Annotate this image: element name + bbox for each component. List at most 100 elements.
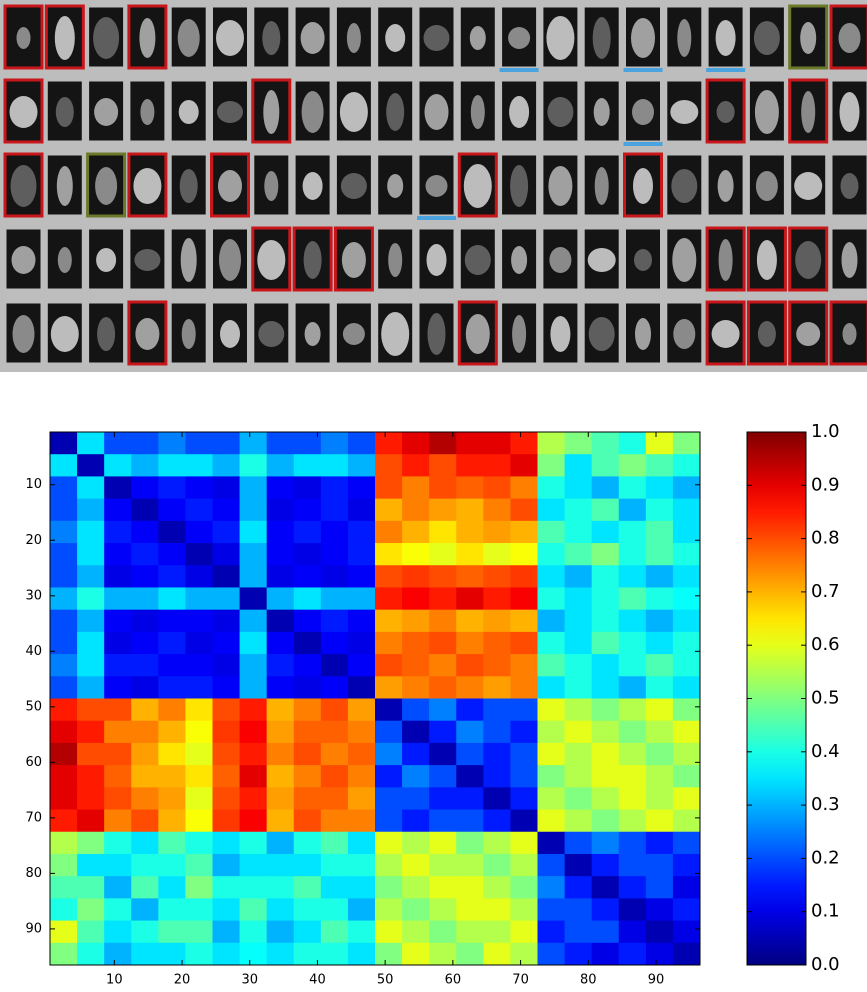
heatmap-cell <box>104 587 132 611</box>
heatmap-cell <box>510 742 538 766</box>
heatmap-cell <box>77 432 105 455</box>
heatmap-cell <box>239 853 268 877</box>
heatmap-cell <box>239 476 268 500</box>
heatmap-cell <box>375 742 403 766</box>
heatmap-cell <box>185 765 213 788</box>
heatmap-cell <box>456 720 484 744</box>
heatmap-cell <box>158 809 186 833</box>
heatmap-cell <box>510 831 538 855</box>
heatmap-cell <box>618 454 647 477</box>
thumbnail-object <box>177 19 200 57</box>
heatmap-cell <box>320 920 349 944</box>
heatmap-cell <box>483 454 511 477</box>
heatmap-cell <box>591 809 620 833</box>
colorbar-tick-label: 0.8 <box>811 528 840 549</box>
thumbnail-object <box>671 169 698 203</box>
heatmap-cell <box>564 654 593 677</box>
heatmap-cell <box>402 698 430 722</box>
heatmap-cell <box>375 765 403 788</box>
heatmap-cell <box>320 876 349 899</box>
heatmap-cell <box>212 853 240 877</box>
heatmap-cell <box>618 654 647 677</box>
heatmap-cell <box>239 898 268 921</box>
thumbnail-object <box>140 99 155 125</box>
thumbnail-object <box>12 315 35 353</box>
heatmap-cell <box>131 720 159 744</box>
heatmap-cell <box>456 609 484 633</box>
heatmap-cell <box>104 498 132 522</box>
heatmap-cell <box>131 454 159 477</box>
heatmap-cell <box>537 587 565 611</box>
heatmap-cell <box>510 609 538 633</box>
heatmap-cell <box>239 609 268 633</box>
heatmap-cell <box>131 654 159 677</box>
heatmap-cell <box>672 587 701 611</box>
thumbnail <box>292 300 333 366</box>
heatmap-cell <box>212 587 240 611</box>
heatmap-cell <box>293 587 322 611</box>
heatmap-cell <box>320 587 349 611</box>
heatmap-cell <box>402 831 430 855</box>
heatmap-cell <box>456 787 484 810</box>
heatmap-cell <box>456 654 484 677</box>
heatmap-cell <box>645 853 674 877</box>
thumbnail-object <box>717 170 734 202</box>
thumbnail <box>86 152 127 218</box>
heatmap-cell <box>645 809 674 833</box>
thumbnail-object <box>219 239 241 281</box>
heatmap-cell <box>456 454 484 477</box>
heatmap-cell <box>456 698 484 722</box>
heatmap-cell <box>50 720 78 744</box>
thumbnail-object <box>548 166 573 206</box>
heatmap-cell <box>672 787 701 810</box>
thumbnail-object <box>57 247 72 273</box>
heatmap-cell <box>672 609 701 633</box>
heatmap-cell <box>510 587 538 611</box>
heatmap-cell <box>483 476 511 500</box>
x-tick-label: 10 <box>106 973 123 988</box>
heatmap-cell <box>510 543 538 566</box>
heatmap-cell <box>212 654 240 677</box>
heatmap-cell <box>212 432 240 455</box>
heatmap-cell <box>537 742 565 766</box>
heatmap-cell <box>347 876 376 899</box>
heatmap-cell <box>564 454 593 477</box>
heatmap-cell <box>104 631 132 655</box>
heatmap-cell <box>131 432 159 455</box>
heatmap-cell <box>77 609 105 633</box>
heatmap-cell <box>510 565 538 588</box>
heatmap-cell <box>212 742 240 766</box>
heatmap-cell <box>347 565 376 588</box>
thumbnail-object <box>386 93 405 131</box>
heatmap-cell <box>212 809 240 833</box>
heatmap-cell <box>320 676 349 699</box>
heatmap-cell <box>672 631 701 655</box>
heatmap-cell <box>320 498 349 522</box>
heatmap-cell <box>104 809 132 833</box>
heatmap-cell <box>456 920 484 944</box>
heatmap-cell <box>104 520 132 544</box>
heatmap-cell <box>375 853 403 877</box>
thumbnail <box>44 78 85 144</box>
thumbnail-marker <box>623 142 663 146</box>
heatmap-cell <box>483 876 511 899</box>
heatmap-cell <box>239 765 268 788</box>
heatmap-cell <box>591 876 620 899</box>
heatmap-cell <box>266 876 295 899</box>
thumbnail-object <box>840 173 859 199</box>
heatmap-cell <box>266 498 295 522</box>
heatmap-cell <box>239 809 268 833</box>
thumbnail <box>746 300 787 366</box>
thumbnail <box>168 300 209 366</box>
heatmap-cell <box>266 742 295 766</box>
thumbnail-object <box>385 24 406 52</box>
heatmap-cell <box>618 898 647 921</box>
thumbnail-object <box>133 168 162 204</box>
heatmap-cell <box>537 565 565 588</box>
heatmap-cell <box>50 765 78 788</box>
heatmap-cell <box>320 454 349 477</box>
heatmap-cell <box>537 765 565 788</box>
heatmap-cell <box>564 920 593 944</box>
heatmap-cell <box>645 676 674 699</box>
thumbnail-object <box>633 168 653 204</box>
